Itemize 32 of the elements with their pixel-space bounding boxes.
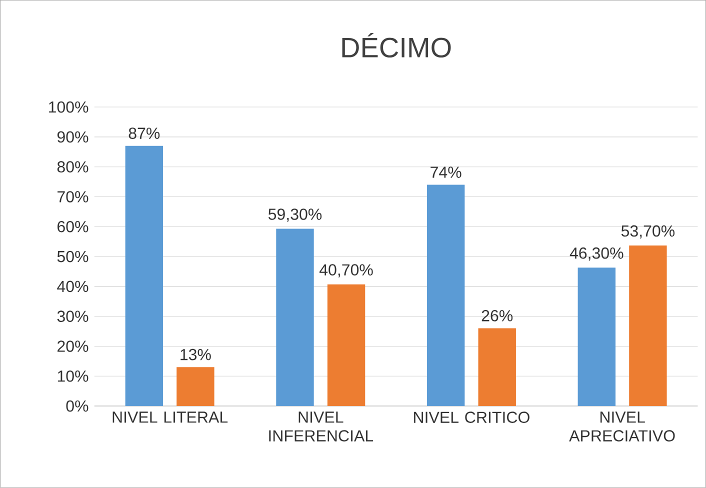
x-tick-label: NIVEL CRITICO bbox=[414, 412, 530, 424]
data-label: 26% bbox=[482, 310, 513, 322]
y-tick-label: 40% bbox=[57, 280, 88, 292]
chart-title: DÉCIMO bbox=[342, 33, 451, 58]
y-tick-label: 70% bbox=[58, 191, 88, 203]
y-tick-label: 30% bbox=[57, 310, 88, 322]
bar bbox=[276, 228, 314, 406]
data-label: 13% bbox=[180, 349, 211, 360]
bar bbox=[327, 284, 366, 406]
x-tick-label: NIVEL LITERAL bbox=[112, 412, 228, 423]
bar bbox=[578, 268, 616, 406]
bar bbox=[125, 146, 164, 406]
data-label: 40,70% bbox=[319, 264, 373, 278]
data-label: 59,30% bbox=[268, 208, 322, 222]
data-label: 74% bbox=[430, 166, 462, 178]
y-tick-label: 10% bbox=[58, 370, 88, 382]
y-tick-label: 50% bbox=[57, 251, 88, 262]
data-label: 53,70% bbox=[621, 225, 675, 239]
y-tick-label: 20% bbox=[58, 340, 88, 352]
bar bbox=[629, 246, 667, 406]
x-tick-label: NIVEL INFERENCIAL bbox=[269, 412, 374, 442]
y-tick-label: 80% bbox=[57, 161, 88, 173]
x-tick-label: NIVEL APRECIATIVO bbox=[569, 412, 675, 442]
bar bbox=[426, 184, 465, 406]
y-tick-label: 60% bbox=[58, 221, 88, 232]
data-label: 46,30% bbox=[570, 248, 624, 261]
y-tick-label: 100% bbox=[49, 102, 88, 113]
bar bbox=[478, 328, 516, 406]
y-tick-label: 90% bbox=[57, 131, 88, 143]
data-label: 87% bbox=[128, 128, 160, 140]
y-tick-label: 0% bbox=[66, 400, 88, 412]
bar bbox=[176, 367, 214, 406]
